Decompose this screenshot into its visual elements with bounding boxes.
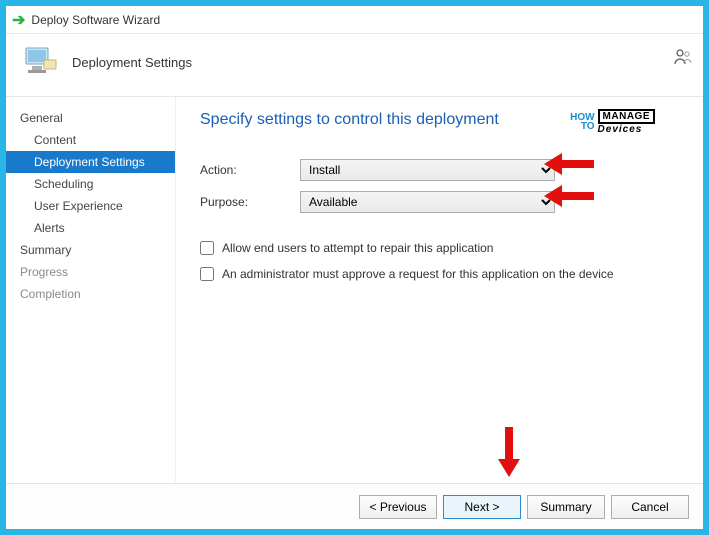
wm-devices: Devices [598,124,655,135]
approve-check-row: An administrator must approve a request … [200,267,679,281]
cancel-button[interactable]: Cancel [611,495,689,519]
header-title: Deployment Settings [72,55,192,70]
repair-checkbox[interactable] [200,241,214,255]
wizard-window: ➔ Deploy Software Wizard Deployment Sett… [0,0,709,535]
approve-label: An administrator must approve a request … [222,267,614,281]
purpose-label: Purpose: [200,195,300,209]
sidebar-item-completion: Completion [6,283,175,305]
repair-check-row: Allow end users to attempt to repair thi… [200,241,679,255]
wizard-arrow-icon: ➔ [12,10,25,30]
annotation-arrow-action [544,153,594,175]
sidebar-item-general[interactable]: General [6,107,175,129]
action-label: Action: [200,163,300,177]
watermark-logo: HOW TO MANAGE Devices [570,109,655,135]
titlebar: ➔ Deploy Software Wizard [6,6,703,34]
body: General Content Deployment Settings Sche… [6,97,703,482]
checkbox-group: Allow end users to attempt to repair thi… [200,241,679,281]
action-select[interactable]: Install [300,159,555,181]
wm-to: TO [570,122,594,131]
button-bar: < Previous Next > Summary Cancel [6,483,703,529]
sidebar-item-deployment-settings[interactable]: Deployment Settings [6,151,175,173]
sidebar-item-scheduling[interactable]: Scheduling [6,173,175,195]
sidebar-item-user-experience[interactable]: User Experience [6,195,175,217]
window-title: Deploy Software Wizard [31,13,160,27]
sidebar-item-summary[interactable]: Summary [6,239,175,261]
action-row: Action: Install [200,159,679,181]
people-icon[interactable] [673,48,693,69]
repair-label: Allow end users to attempt to repair thi… [222,241,493,255]
main-panel: Specify settings to control this deploym… [176,97,703,482]
computer-deploy-icon [20,42,60,82]
previous-button[interactable]: < Previous [359,495,437,519]
purpose-select[interactable]: Available [300,191,555,213]
annotation-arrow-next [498,427,520,477]
sidebar-item-progress: Progress [6,261,175,283]
next-button[interactable]: Next > [443,495,521,519]
sidebar-item-alerts[interactable]: Alerts [6,217,175,239]
sidebar: General Content Deployment Settings Sche… [6,97,176,482]
purpose-row: Purpose: Available [200,191,679,213]
annotation-arrow-purpose [544,185,594,207]
wm-manage: MANAGE [598,109,655,124]
header: Deployment Settings [6,34,703,97]
summary-button[interactable]: Summary [527,495,605,519]
approve-checkbox[interactable] [200,267,214,281]
sidebar-item-content[interactable]: Content [6,129,175,151]
